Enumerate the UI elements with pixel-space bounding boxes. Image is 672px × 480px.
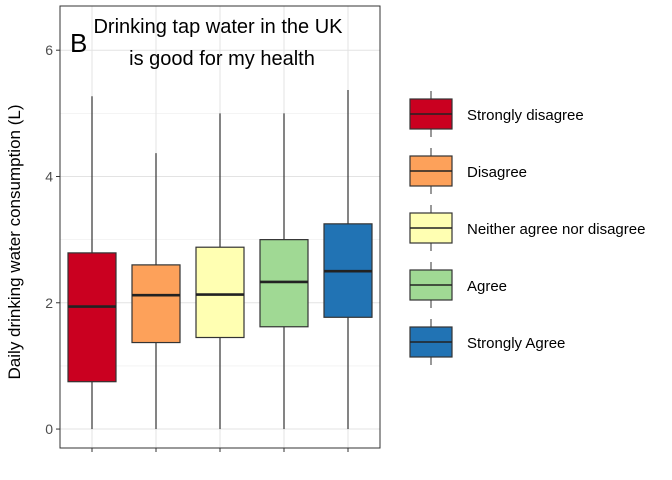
box-4 bbox=[259, 113, 309, 430]
legend-label: Strongly disagree bbox=[467, 107, 584, 124]
box-body bbox=[195, 246, 245, 339]
y-tick-label: 6 bbox=[45, 42, 53, 58]
legend-item-5: Strongly Agree bbox=[409, 319, 565, 365]
y-tick-label: 2 bbox=[45, 295, 53, 311]
box-3 bbox=[195, 113, 245, 430]
legend-label: Neither agree nor disagree bbox=[467, 221, 645, 238]
plot-area bbox=[59, 5, 381, 449]
legend-item-4: Agree bbox=[409, 262, 507, 308]
box-body bbox=[67, 252, 117, 383]
y-axis-label: Daily drinking water consumption (L) bbox=[5, 105, 24, 380]
y-axis: 0 2 4 6 bbox=[45, 42, 349, 452]
legend-item-1: Strongly disagree bbox=[409, 91, 584, 137]
legend-item-3: Neither agree nor disagree bbox=[409, 205, 645, 251]
legend: Strongly disagree Disagree Neither agree n… bbox=[409, 91, 645, 365]
box-5 bbox=[323, 89, 373, 430]
legend-item-2: Disagree bbox=[409, 148, 527, 194]
box-2 bbox=[131, 153, 181, 430]
legend-label: Disagree bbox=[467, 164, 527, 181]
y-tick-label: 0 bbox=[45, 421, 53, 437]
legend-label: Strongly Agree bbox=[467, 335, 565, 352]
title-line-1: Drinking tap water in the UK bbox=[93, 16, 343, 38]
legend-label: Agree bbox=[467, 278, 507, 295]
title-line-2: is good for my health bbox=[129, 48, 315, 70]
box-1 bbox=[67, 96, 117, 430]
box-body bbox=[131, 264, 181, 344]
y-tick-label: 4 bbox=[45, 168, 53, 184]
panel-tag: B bbox=[70, 28, 87, 58]
